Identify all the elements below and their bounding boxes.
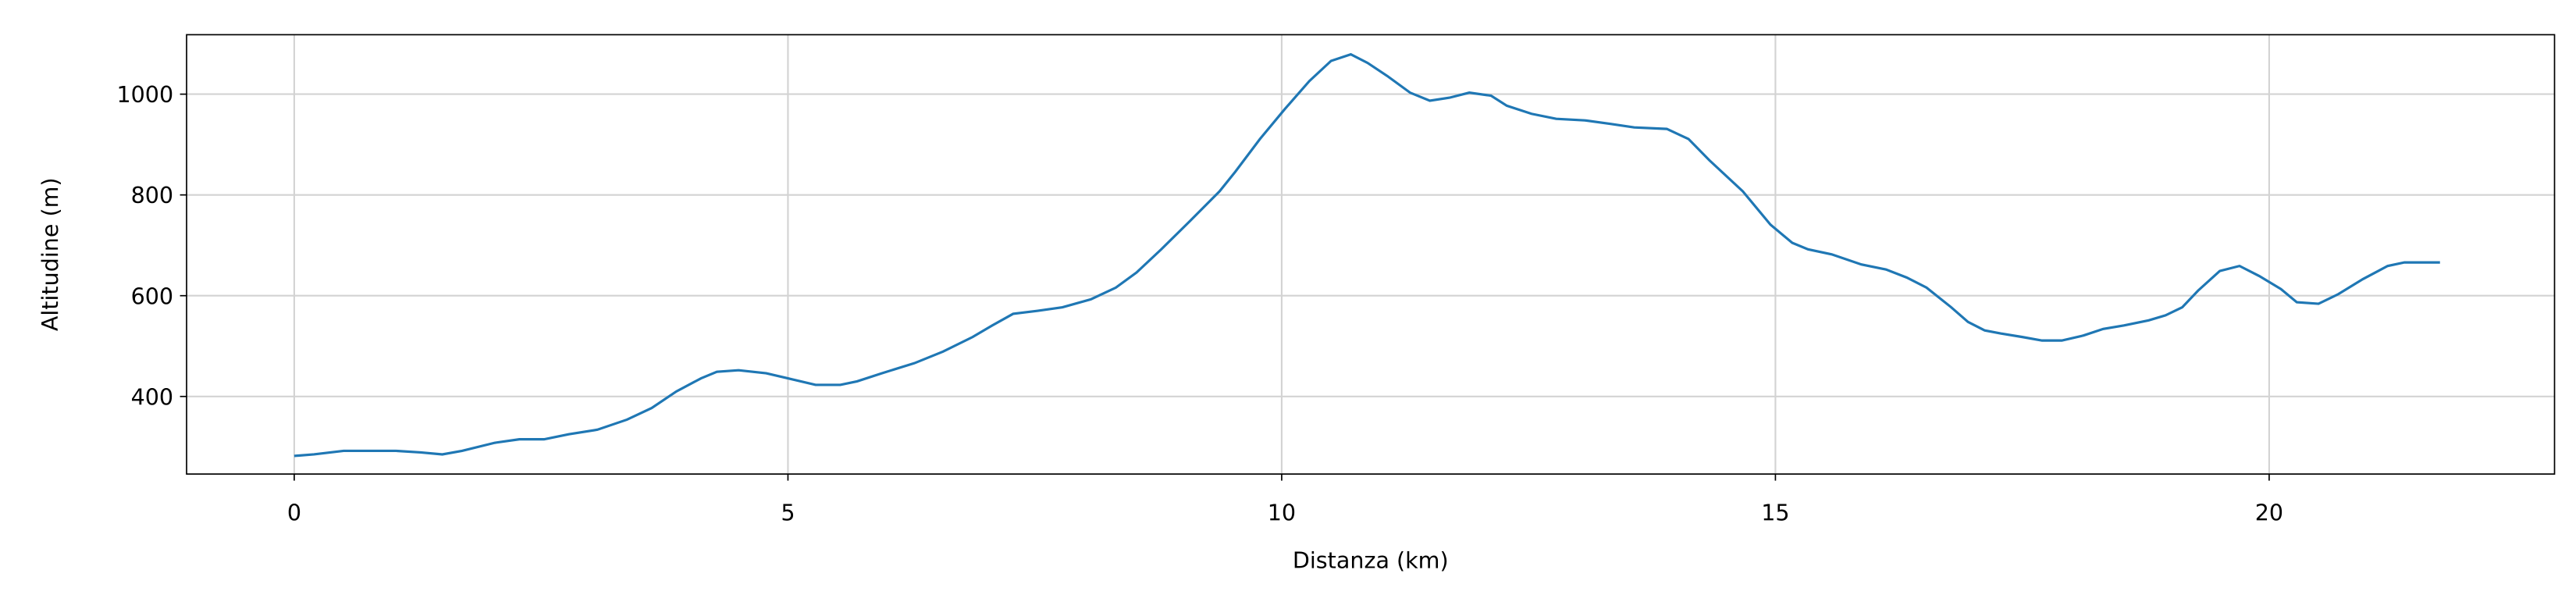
y-axis-label: Altitudine (m)	[37, 177, 63, 331]
x-tick-label: 5	[781, 499, 795, 525]
plot-frame	[186, 34, 2556, 475]
x-axis-label: Distanza (km)	[1293, 547, 1449, 574]
line-series	[294, 52, 2440, 458]
y-tick-label: 400	[131, 383, 174, 410]
x-tick-label: 10	[1268, 499, 1296, 525]
y-tick-label: 1000	[116, 81, 173, 108]
x-tick-label: 0	[287, 499, 301, 525]
x-tick-label: 15	[1761, 499, 1789, 525]
x-tick-label: 20	[2255, 499, 2283, 525]
y-tick-label: 600	[131, 283, 174, 309]
y-tick-label: 800	[131, 182, 174, 208]
